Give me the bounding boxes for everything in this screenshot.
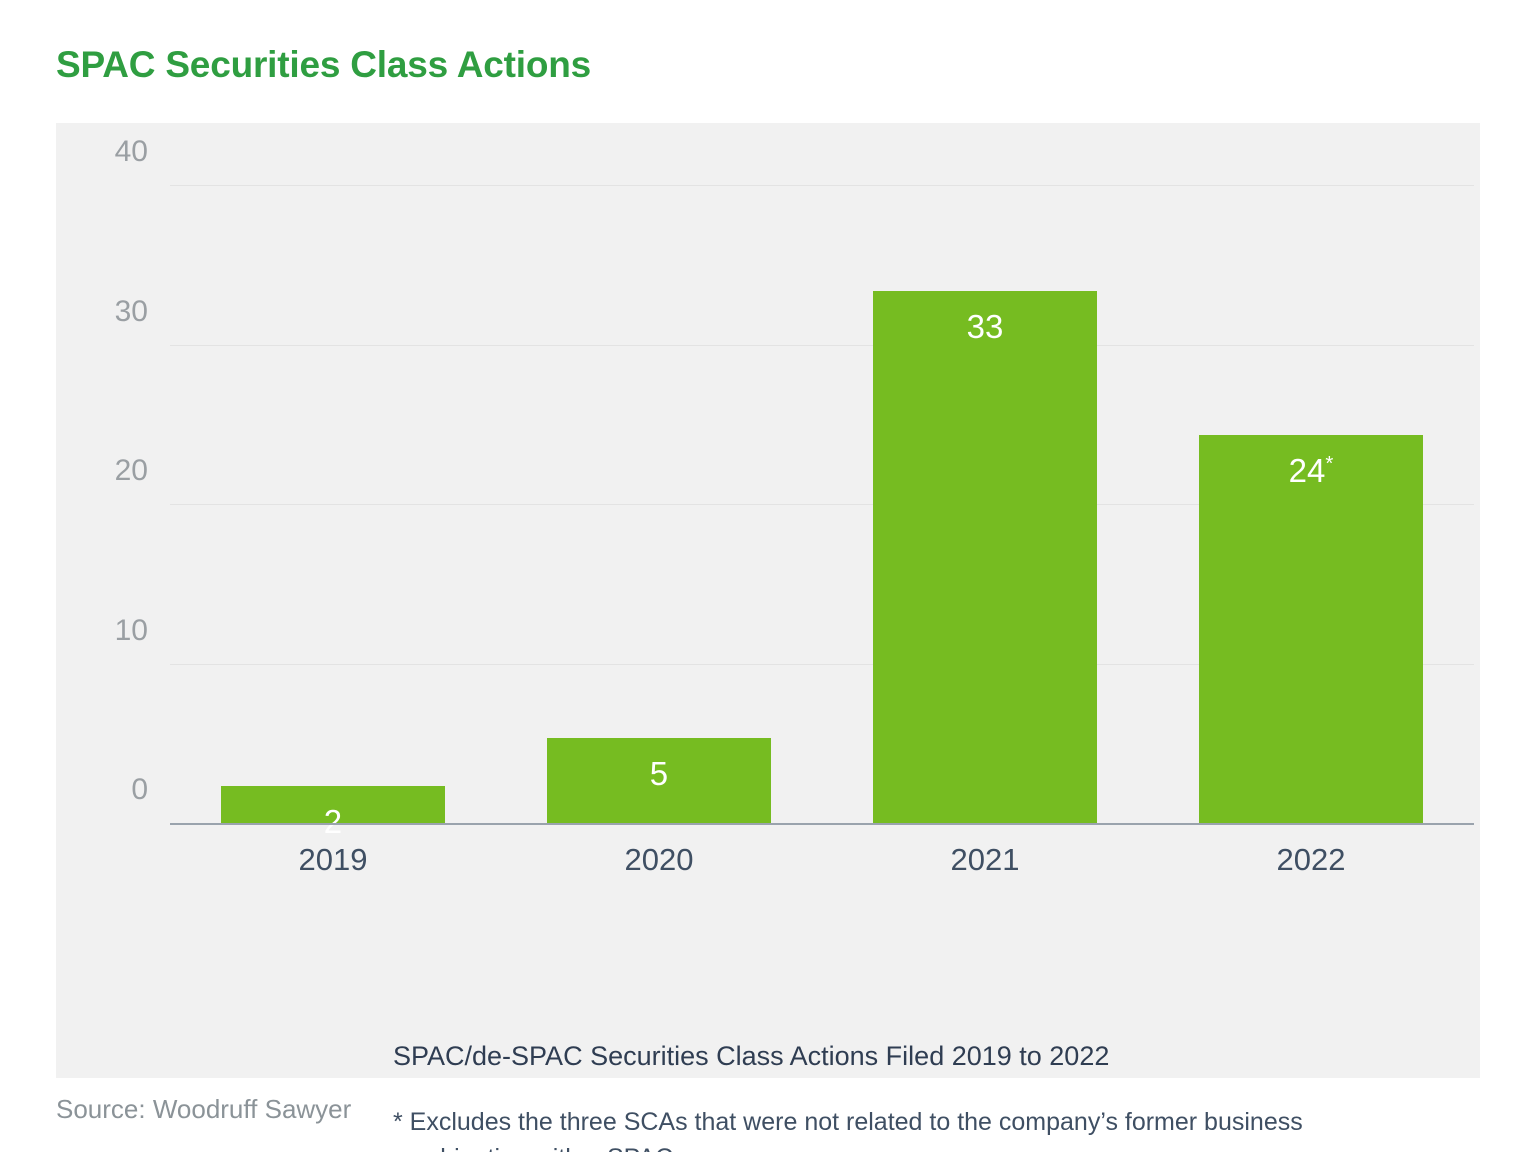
y-axis-tick-label: 0 [131, 773, 148, 806]
gridline [170, 504, 1474, 505]
bar-value-label: 24* [1288, 451, 1334, 489]
x-axis-tick-label: 2021 [950, 842, 1020, 877]
bar-value-label: 2 [323, 802, 343, 840]
page-title: SPAC Securities Class Actions [56, 44, 591, 85]
y-axis-tick-label: 40 [114, 135, 148, 168]
bar-group: 24* 2022 [1198, 186, 1424, 877]
bar-value-label: 5 [649, 754, 669, 792]
chart-caption: SPAC/de-SPAC Securities Class Actions Fi… [393, 1041, 1110, 1071]
bar[interactable]: 5 [546, 737, 772, 824]
gridline [170, 663, 1474, 665]
chart-panel: 0 10 20 30 40 2 2019 5 2020 33 2021 24* 2022 SPAC/d… [56, 123, 1480, 1152]
bar-group: 33 2021 [872, 186, 1098, 877]
y-axis-tick-label: 20 [114, 454, 148, 487]
bar[interactable]: 33 [872, 291, 1098, 824]
chart-footnote: * Excludes the three SCAs that were not … [393, 1108, 1303, 1152]
y-axis-tick-label: 30 [114, 294, 148, 328]
gridline [170, 185, 1474, 186]
x-axis-tick-label: 2020 [624, 842, 694, 877]
y-axis-tick-label: 10 [114, 613, 148, 647]
bar[interactable]: 24* [1198, 434, 1424, 824]
bar-group: 2 2019 [220, 186, 446, 877]
x-axis-tick-label: 2022 [1276, 842, 1346, 877]
x-axis-tick-label: 2019 [298, 842, 368, 877]
source-label: Source: Woodruff Sawyer [56, 1094, 352, 1124]
gridline [170, 344, 1474, 346]
bar-value-label: 33 [966, 308, 1004, 346]
bar-group: 5 2020 [546, 186, 772, 877]
bar[interactable]: 2 [220, 785, 446, 838]
plot-area: 0 10 20 30 40 2 2019 5 2020 33 2021 24* 2022 [115, 135, 1474, 877]
x-axis-line [170, 823, 1474, 825]
